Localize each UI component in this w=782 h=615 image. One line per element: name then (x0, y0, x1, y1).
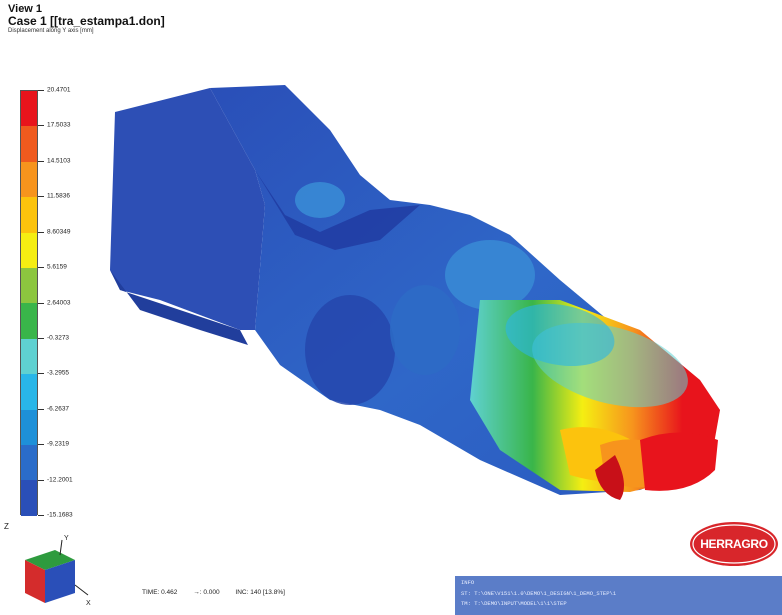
legend-tick-label: -9.2319 (47, 440, 70, 448)
case-title: Case 1 [[tra_estampa1.don] (8, 14, 165, 28)
legend-tick (38, 302, 44, 304)
legend-color-band (21, 268, 37, 304)
legend-tick-label: -12.2001 (47, 476, 73, 484)
status-increment: INC: 140 [13.8%] (235, 589, 285, 596)
legend-tick (38, 479, 44, 481)
legend-color-band (21, 91, 37, 127)
viewport-header: View 1 Case 1 [[tra_estampa1.don] Displa… (8, 4, 165, 35)
legend-tick-label: 8.60349 (47, 228, 71, 236)
status-time: TIME: 0.462 (142, 589, 178, 596)
legend-tick (38, 196, 44, 198)
legend-tick-label: -15.1683 (47, 511, 73, 519)
result-subtitle: Displacement along Y axis [mm] (8, 28, 94, 34)
triad-x-label: X (86, 600, 91, 607)
legend-tick-label: -3.2955 (47, 369, 70, 377)
legend-color-band (21, 161, 37, 198)
orientation-cube-icon (25, 539, 89, 603)
legend-color-band (21, 374, 37, 410)
legend-tick (38, 408, 44, 410)
legend-tick (38, 267, 44, 269)
legend-tick-label: 17.5033 (47, 121, 71, 129)
legend-tick (38, 444, 44, 446)
legend-color-band (21, 197, 37, 233)
legend-color-band (21, 126, 37, 162)
legend-tick (38, 373, 44, 375)
legend-color-band (21, 480, 37, 516)
command-line: TM: T:\DEMO\INPUT\MODEL\1\1\STEP (461, 600, 567, 607)
legend-tick-label: 2.64003 (47, 299, 71, 306)
command-line: ST: T:\ONE\V151\1.0\DEMO\1_DESIGN\1_DEMO… (461, 590, 617, 597)
legend-tick (38, 90, 44, 91)
legend-tick-label: 14.5103 (47, 157, 71, 165)
legend-tick-label: -6.2637 (47, 405, 70, 413)
triad-y-label: Y (64, 535, 69, 542)
legend-color-band (21, 232, 37, 269)
view-title: View 1 (8, 3, 43, 15)
orientation-triad[interactable]: Z Y X (0, 515, 95, 615)
legend-tick-label: 11.5836 (47, 192, 71, 200)
legend-color-band (21, 409, 37, 446)
legend-tick (38, 337, 44, 339)
legend-tick (38, 515, 44, 516)
legend-color-band (21, 303, 37, 339)
legend-color-band (21, 338, 37, 375)
logo-text: HERRAGRO (700, 537, 768, 551)
forged-part-mesh (110, 85, 720, 500)
legend-color-band (21, 445, 37, 481)
color-legend: 20.4701 17.5033 14.5103 11.5836 8.60349 5.615… (20, 86, 100, 519)
command-line: INFO (461, 579, 475, 586)
legend-tick (38, 231, 44, 233)
legend-tick (38, 160, 44, 162)
command-output-panel[interactable]: INFO ST: T:\ONE\V151\1.0\DEMO\1_DESIGN\1… (455, 576, 782, 615)
legend-tick (38, 125, 44, 127)
legend-tick-label: 20.4701 (47, 86, 71, 94)
legend-tick-label: -0.3273 (47, 334, 70, 342)
legend-tick-label: 5.6159 (47, 263, 67, 271)
legend-color-bar (20, 90, 38, 516)
triad-z-label: Z (4, 522, 9, 531)
herragro-logo: HERRAGRO (688, 520, 780, 568)
status-step: →: 0.000 (193, 589, 220, 596)
simulation-status-line: TIME: 0.462 →: 0.000 INC: 140 [13.8%] (142, 589, 299, 596)
